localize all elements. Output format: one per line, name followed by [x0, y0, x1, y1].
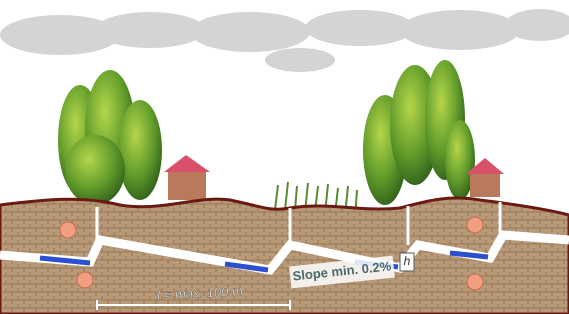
sewer-diagram: l = max. 100 m Slope min. 0.2% h: [0, 0, 569, 314]
height-label: h: [404, 254, 411, 268]
